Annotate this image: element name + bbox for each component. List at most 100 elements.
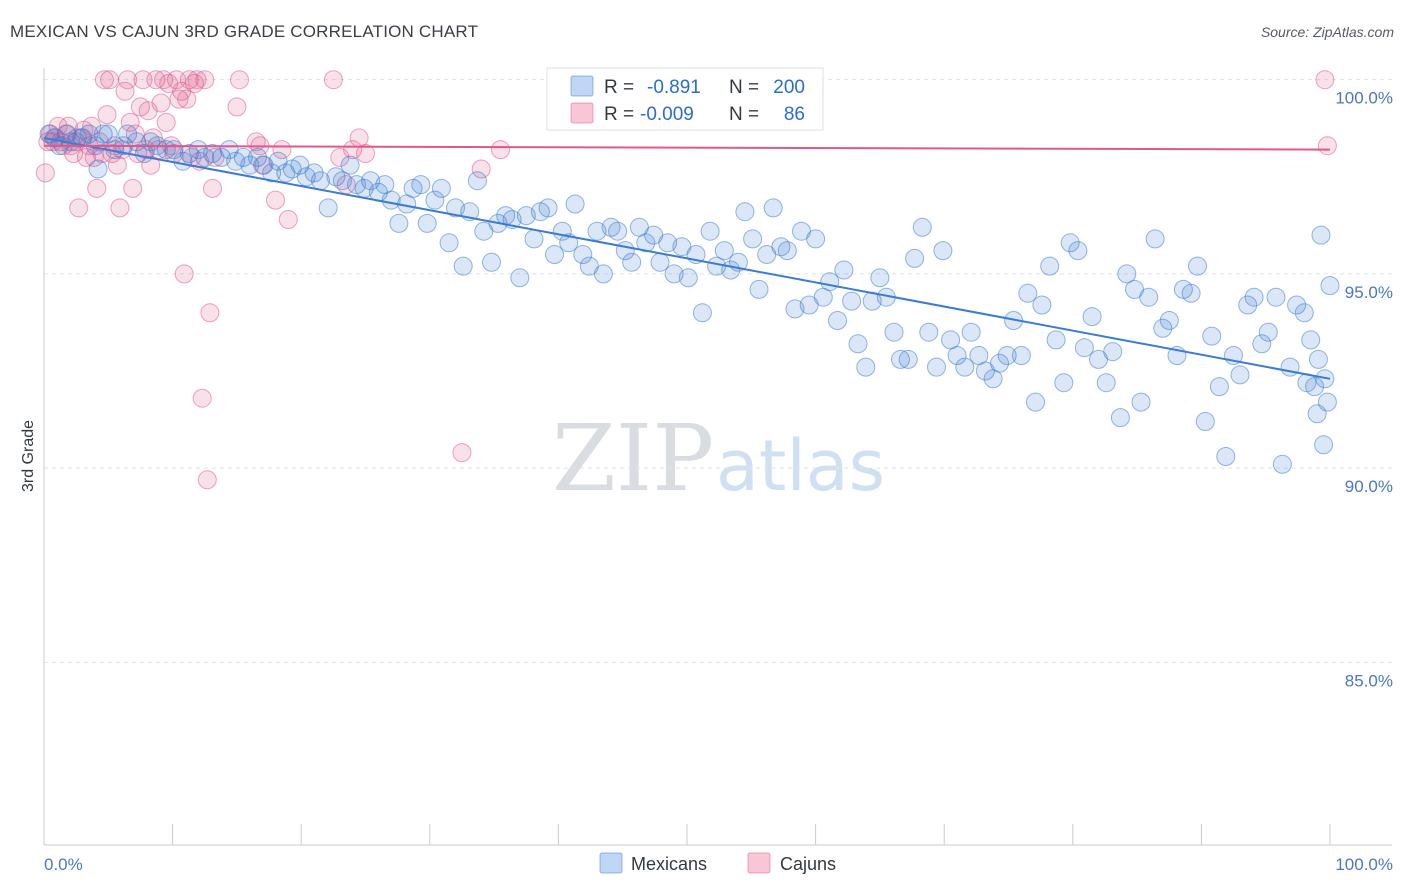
mexicans-point	[933, 241, 953, 261]
mexicans-point	[516, 206, 536, 226]
cajuns-point	[230, 70, 249, 90]
mexicans-point	[88, 159, 108, 179]
mexicans-point	[1145, 229, 1165, 249]
cajuns-point	[87, 178, 107, 198]
mexicans-point	[538, 198, 558, 218]
mexicans-point	[1308, 349, 1328, 369]
legend-r-value-cajuns: -0.009	[640, 104, 694, 125]
mexicans-point	[587, 221, 607, 241]
mexicans-point	[785, 299, 805, 319]
mexicans-point	[1311, 225, 1331, 245]
mexicans-point	[573, 245, 593, 264]
mexicans-point	[212, 147, 231, 167]
mexicans-point	[1103, 342, 1123, 362]
mexicans-point	[1266, 287, 1286, 307]
mexicans-point	[1068, 241, 1088, 261]
mexicans-point	[1018, 283, 1038, 303]
mexicans-point	[1195, 412, 1215, 431]
cajuns-point	[107, 155, 127, 175]
mexicans-point	[777, 241, 797, 261]
cajuns-point	[115, 81, 135, 101]
mexicans-point	[1188, 256, 1207, 276]
mexicans-point	[1131, 392, 1151, 412]
mexicans-point	[361, 171, 381, 191]
mexicans-point	[453, 256, 473, 276]
mexicans-point	[381, 190, 401, 210]
mexicans-point	[248, 147, 267, 167]
mexicans-point	[304, 163, 324, 183]
cajuns-point	[356, 144, 375, 163]
mexicans-point	[340, 155, 360, 175]
legend-n-value-mexicans: 200	[773, 77, 805, 98]
watermark-zip: ZIP	[552, 405, 714, 512]
mexicans-point	[828, 311, 847, 330]
mexicans-point	[545, 245, 564, 264]
mexicans-point	[1244, 287, 1264, 307]
mexicans-point	[1272, 454, 1292, 474]
trend-lines	[43, 136, 1331, 380]
cajuns-point	[192, 388, 212, 408]
mexicans-point	[856, 357, 876, 377]
mexicans-point	[1258, 322, 1278, 342]
cajuns-point	[1315, 70, 1335, 90]
mexicans-point	[1040, 256, 1060, 276]
cajuns-point	[452, 443, 472, 463]
mexicans-point	[565, 194, 585, 214]
mexicans-point	[254, 155, 274, 175]
cajuns-point	[278, 210, 298, 229]
mexicans-point	[763, 198, 783, 218]
cajuns-point	[123, 178, 143, 198]
mexicans-point	[891, 349, 910, 369]
mexicans-point	[622, 252, 642, 272]
cajuns-point	[110, 198, 130, 218]
cajuns-point	[125, 124, 145, 144]
cajuns-point	[156, 112, 176, 132]
cajuns-point	[200, 303, 220, 323]
cajuns-point	[197, 470, 217, 490]
mexicans-point	[1011, 346, 1031, 365]
cajuns-point	[35, 163, 55, 183]
legend-r-label-cajuns: R =	[604, 104, 634, 125]
mexicans-point	[1181, 283, 1201, 303]
cajuns-point	[1317, 136, 1337, 156]
cajuns-point	[118, 70, 138, 90]
y-tick-label: 85.0%	[1345, 671, 1393, 690]
mexicans-point	[1209, 377, 1229, 397]
mexicans-point	[1096, 373, 1116, 393]
cajuns-point	[141, 155, 161, 175]
mexicans-point	[188, 140, 208, 160]
mexicans-point	[510, 268, 530, 288]
mexicans-point	[1026, 392, 1045, 412]
cajuns-point	[266, 190, 285, 210]
legend-swatch-mexicans	[570, 75, 594, 97]
mexicans-point	[240, 155, 260, 175]
mexicans-point	[1301, 330, 1321, 350]
chart-title: MEXICAN VS CAJUN 3RD GRADE CORRELATION C…	[10, 22, 479, 41]
mexicans-point	[1252, 334, 1272, 354]
mexicans-point	[593, 264, 613, 284]
cajuns-point	[343, 140, 363, 160]
x-ticks	[43, 824, 1331, 845]
mexicans-point	[749, 279, 769, 299]
mexicans-point	[735, 202, 755, 222]
mexicans-point	[482, 252, 501, 272]
series-legend-label-mexicans: Mexicans	[631, 854, 707, 874]
y-axis-title: 3rd Grade	[20, 420, 37, 492]
cajuns-point	[491, 140, 510, 160]
mexicans-point	[1317, 392, 1337, 412]
series-legend-swatch-cajuns	[747, 852, 771, 874]
mexicans-point	[1139, 287, 1159, 307]
mexicans-point	[1314, 435, 1334, 455]
mexicans-point	[1202, 326, 1222, 346]
mexicans-trend-line	[43, 136, 1331, 380]
legend-n-label-mexicans: N =	[729, 77, 759, 98]
mexicans-point	[997, 346, 1017, 365]
mexicans-point	[179, 144, 199, 163]
mexicans-point	[79, 124, 99, 144]
x-tick-label-min: 0.0%	[44, 855, 83, 874]
series-legend-label-cajuns: Cajuns	[780, 854, 836, 874]
mexicans-point	[898, 349, 918, 369]
mexicans-point	[743, 229, 763, 249]
cajuns-point	[179, 70, 199, 90]
